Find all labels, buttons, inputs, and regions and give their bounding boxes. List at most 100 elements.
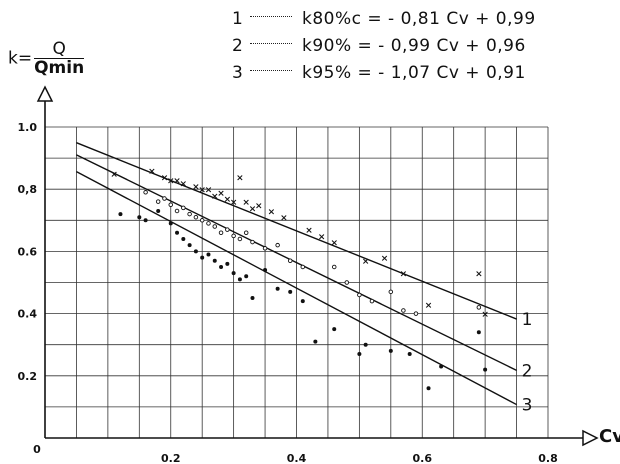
data-point-filled [483, 368, 487, 372]
data-point-filled [156, 209, 160, 213]
data-point-cross: × [400, 270, 408, 280]
data-point-open [263, 246, 267, 250]
data-point-filled [188, 243, 192, 247]
y-label-fraction: Q Qmin [34, 40, 84, 77]
data-point-cross: × [425, 301, 433, 311]
data-point-open [175, 209, 179, 213]
data-point-filled [219, 265, 223, 269]
legend-dotted-line [250, 16, 292, 17]
legend-item-3: 3 k95% = - 1,07 Cv + 0,91 [232, 60, 536, 87]
data-point-filled [250, 296, 254, 300]
y-axis-arrow [38, 87, 52, 101]
fit-line-label: 1 [522, 310, 533, 330]
legend-item-1: 1 k80%c = - 0,81 Cv + 0,99 [232, 6, 536, 33]
y-tick-label: 0,8 [18, 183, 38, 196]
data-point-filled [238, 277, 242, 281]
legend-number: 2 [232, 33, 244, 60]
legend: 1 k80%c = - 0,81 Cv + 0,99 2 k90% = - 0,99… [232, 6, 536, 87]
data-point-filled [206, 253, 210, 257]
data-point-filled [263, 268, 267, 272]
data-point-filled [225, 262, 229, 266]
data-point-filled [144, 218, 148, 222]
data-point-filled [357, 352, 361, 356]
fit-line-label: 3 [522, 396, 533, 416]
data-point-open [163, 197, 167, 201]
legend-equation: k90% = - 0,99 Cv + 0,96 [302, 36, 526, 56]
data-point-open [226, 228, 230, 232]
y-tick-label: 0.2 [18, 370, 38, 383]
x-tick-label: 0.2 [161, 452, 181, 464]
x-tick-label: 0.4 [287, 452, 307, 464]
x-axis-label: Cv [599, 426, 620, 447]
data-point-filled [137, 215, 141, 219]
data-point-filled [332, 327, 336, 331]
data-point-open [288, 259, 292, 263]
legend-number: 1 [232, 6, 244, 33]
data-point-cross: × [330, 239, 338, 249]
data-point-cross: × [481, 310, 489, 320]
data-point-cross: × [280, 214, 288, 224]
data-point-open [244, 231, 248, 235]
data-point-filled [276, 287, 280, 291]
data-point-open [251, 240, 255, 244]
data-point-cross: × [110, 170, 118, 180]
legend-dotted-line [250, 43, 292, 44]
x-axis-arrow [583, 431, 597, 445]
data-point-open [238, 237, 242, 241]
data-point-open [156, 200, 160, 204]
data-point-cross: × [148, 167, 156, 177]
data-point-open [477, 306, 481, 310]
y-tick-label: 0.6 [18, 245, 38, 258]
x-tick-label: 0 [33, 443, 41, 456]
data-point-filled [288, 290, 292, 294]
y-tick-label: 0.4 [18, 308, 38, 321]
data-point-cross: × [180, 179, 188, 189]
data-point-cross: × [362, 257, 370, 267]
data-point-open [188, 212, 192, 216]
legend-dotted-line [250, 70, 292, 71]
data-point-filled [427, 386, 431, 390]
data-point-open [232, 234, 236, 238]
legend-equation: k80%c = - 0,81 Cv + 0,99 [302, 9, 536, 29]
y-tick-label: 1.0 [18, 121, 38, 134]
data-point-open [213, 225, 217, 229]
data-point-filled [389, 349, 393, 353]
data-point-cross: × [255, 201, 263, 211]
data-point-filled [313, 340, 317, 344]
y-label-prefix: k= [8, 49, 32, 69]
axes [38, 87, 597, 445]
data-point-filled [244, 274, 248, 278]
data-point-filled [232, 271, 236, 275]
data-point-filled [439, 364, 443, 368]
legend-item-2: 2 k90% = - 0,99 Cv + 0,96 [232, 33, 536, 60]
data-point-open [144, 191, 148, 195]
data-point-open [402, 309, 406, 313]
legend-number: 3 [232, 60, 244, 87]
data-point-open [332, 265, 336, 269]
data-point-open [207, 222, 211, 226]
data-point-open [276, 243, 280, 247]
data-point-open [358, 293, 362, 297]
data-points: × ××××× ××××××××××××××××× ××××× [110, 167, 489, 390]
data-point-open [200, 219, 204, 223]
legend-equation: k95% = - 1,07 Cv + 0,91 [302, 63, 526, 83]
data-point-filled [364, 343, 368, 347]
data-point-cross: × [230, 198, 238, 208]
y-axis-label: k= Q Qmin [8, 40, 84, 77]
grid [45, 127, 548, 438]
x-tick-label: 0.6 [413, 452, 433, 464]
data-point-cross: × [381, 254, 389, 264]
data-point-open [182, 206, 186, 210]
data-point-cross: × [318, 232, 326, 242]
data-point-filled [118, 212, 122, 216]
fit-lines: 1 2 3 [76, 143, 532, 416]
data-point-filled [200, 256, 204, 260]
data-point-filled [181, 237, 185, 241]
data-point-filled [169, 221, 173, 225]
data-point-open [414, 312, 418, 316]
data-point-cross: × [268, 207, 276, 217]
data-point-filled [301, 299, 305, 303]
y-label-numerator: Q [34, 40, 84, 59]
y-label-denominator: Qmin [34, 59, 84, 77]
fit-line-label: 2 [522, 361, 533, 381]
